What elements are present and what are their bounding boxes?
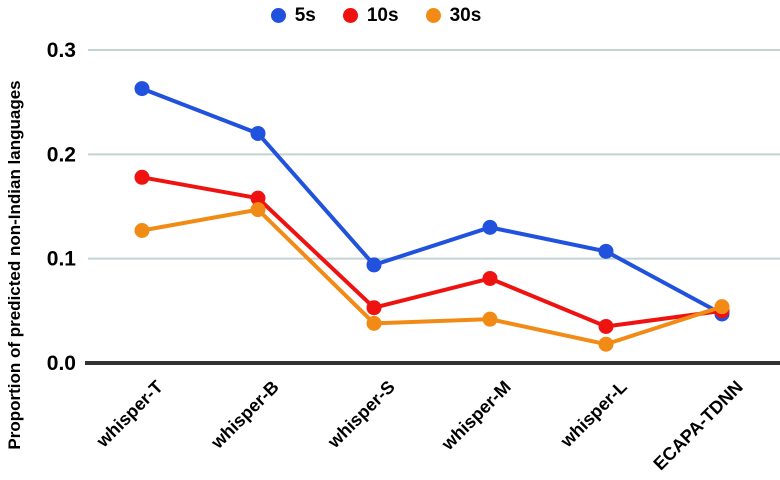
- x-tick-label: whisper-S: [323, 377, 399, 453]
- data-point-10s-whisper-S: [366, 300, 382, 316]
- data-point-30s-whisper-B: [250, 202, 266, 218]
- data-point-30s-whisper-L: [598, 336, 614, 352]
- series-line-30s: [140, 207, 724, 347]
- x-tick-label: whisper-B: [206, 377, 282, 453]
- legend-marker-icon: [342, 7, 358, 23]
- y-tick-label: 0.3: [47, 39, 76, 62]
- data-point-5s-whisper-S: [366, 257, 382, 273]
- legend-item-30s: 30s: [425, 4, 482, 26]
- data-point-10s-whisper-T: [134, 169, 150, 185]
- data-point-10s-whisper-L: [598, 318, 614, 334]
- y-tick-label: 0.0: [47, 352, 76, 375]
- series-line-10s: [140, 175, 724, 329]
- chart-legend: 5s 10s 30s: [0, 1, 780, 29]
- data-point-30s-whisper-S: [366, 315, 382, 331]
- series-line-5s: [140, 86, 724, 316]
- legend-label: 5s: [294, 4, 316, 26]
- legend-label: 30s: [449, 4, 482, 26]
- x-tick-label: whisper-M: [437, 377, 515, 455]
- data-point-10s-whisper-M: [482, 270, 498, 286]
- legend-marker-icon: [425, 7, 441, 23]
- data-point-5s-whisper-B: [250, 125, 266, 141]
- y-tick-label: 0.2: [47, 143, 76, 166]
- data-point-5s-whisper-M: [482, 219, 498, 235]
- legend-item-5s: 5s: [270, 4, 316, 26]
- data-point-5s-whisper-L: [598, 243, 614, 259]
- x-tick-label: whisper-T: [92, 377, 167, 452]
- x-tick-label: ECAPA-TDNN: [649, 377, 746, 474]
- legend-item-10s: 10s: [342, 4, 399, 26]
- legend-label: 10s: [366, 4, 399, 26]
- data-point-30s-ECAPA-TDNN: [714, 299, 730, 315]
- data-point-10s-whisper-B: [250, 190, 266, 206]
- data-point-30s-whisper-T: [134, 222, 150, 238]
- data-point-30s-whisper-M: [482, 311, 498, 327]
- data-point-5s-whisper-T: [134, 81, 150, 97]
- x-tick-label: whisper-L: [556, 377, 631, 452]
- y-tick-label: 0.1: [47, 248, 77, 271]
- legend-marker-icon: [270, 7, 286, 23]
